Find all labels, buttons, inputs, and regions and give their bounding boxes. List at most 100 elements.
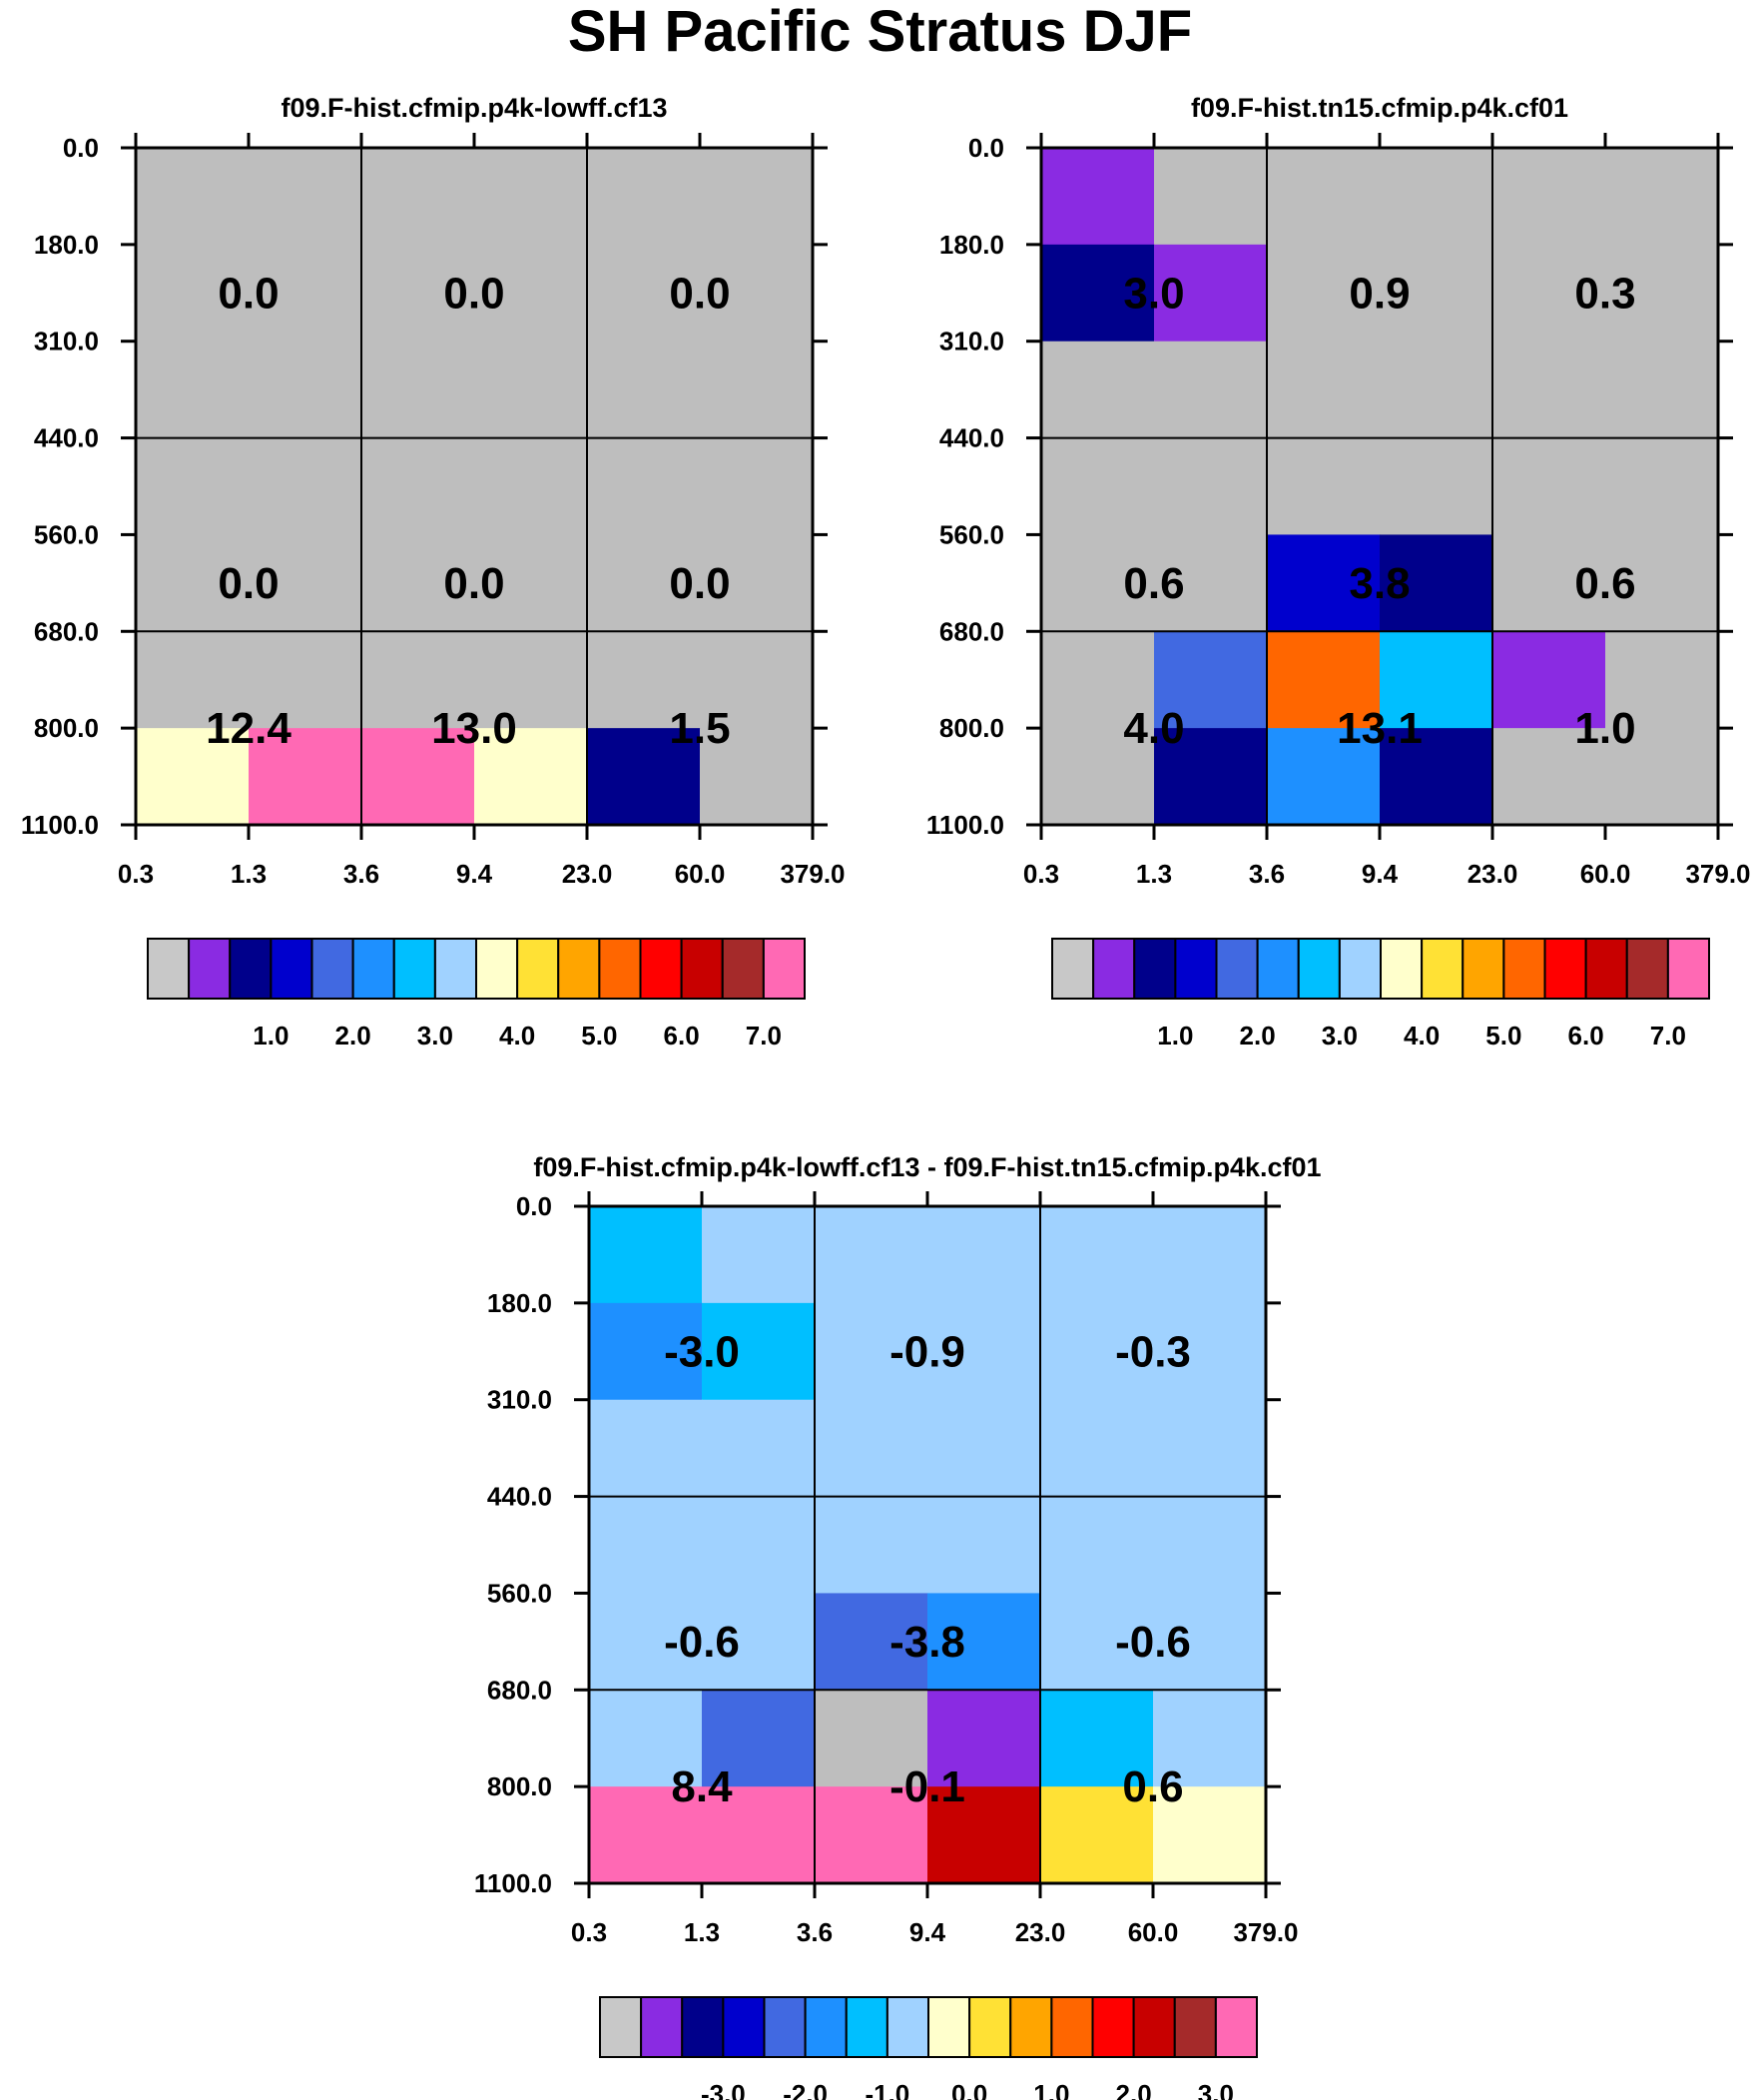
heatmap-cell — [1605, 631, 1719, 729]
colorbar-swatch — [1584, 938, 1628, 1000]
y-tick-label: 180.0 — [34, 230, 99, 260]
colorbar-swatch — [1338, 938, 1382, 1000]
block-value-label: 0.3 — [1574, 269, 1635, 318]
colorbar-swatch — [1092, 938, 1136, 1000]
heatmap-cell — [1605, 244, 1719, 343]
block-value-label: 4.0 — [1123, 704, 1184, 753]
y-tick-label: 0.0 — [968, 133, 1004, 163]
block-value-label: 3.0 — [1123, 269, 1184, 318]
heatmap-cell — [1154, 341, 1268, 439]
heatmap-cell — [702, 1593, 816, 1691]
colorbar-swatch — [1380, 938, 1424, 1000]
colorbar-swatch — [599, 1996, 643, 2058]
colorbar-swatch — [1256, 938, 1300, 1000]
y-tick-label: 180.0 — [939, 230, 1004, 260]
heatmap-cell — [249, 341, 362, 439]
block-value-label: 0.9 — [1349, 269, 1410, 318]
panel-title: f09.F-hist.cfmip.p4k-lowff.cf13 - f09.F-… — [533, 1152, 1321, 1182]
colorbar-swatch — [927, 1996, 971, 2058]
x-tick-label: 23.0 — [1015, 1917, 1066, 1947]
x-tick-label: 9.4 — [1362, 859, 1399, 889]
colorbar-swatch — [639, 938, 683, 1000]
colorbar-swatch — [1214, 1996, 1258, 2058]
colorbar-swatch — [1625, 938, 1669, 1000]
x-tick-label: 3.6 — [1249, 859, 1285, 889]
x-tick-label: 60.0 — [1128, 1917, 1179, 1947]
heatmap-cell — [815, 1496, 928, 1594]
heatmap-cell — [815, 1206, 928, 1304]
heatmap-cell — [249, 534, 362, 632]
heatmap-cell — [1154, 437, 1268, 535]
heatmap-cell — [815, 1690, 928, 1787]
heatmap-cell — [815, 1302, 928, 1401]
colorbar-swatch — [1502, 938, 1546, 1000]
heatmap-cell — [1380, 728, 1493, 826]
y-tick-label: 310.0 — [487, 1385, 552, 1415]
heatmap-cell — [1153, 1690, 1267, 1787]
heatmap-cell — [589, 1593, 703, 1691]
colorbar-label: 4.0 — [1404, 1021, 1440, 1050]
block-value-label: -0.1 — [889, 1762, 965, 1811]
heatmap-cell — [361, 437, 475, 535]
colorbar-label: -3.0 — [701, 2079, 746, 2100]
colorbar-swatch — [1051, 938, 1095, 1000]
heatmap-cell — [589, 1206, 703, 1304]
colorbar-label: 4.0 — [499, 1021, 535, 1050]
heatmap-cell — [1267, 534, 1381, 632]
heatmap-cell — [587, 728, 701, 826]
y-tick-label: 1100.0 — [21, 810, 99, 840]
heatmap-cell — [474, 148, 588, 246]
block-value-label: 1.0 — [1574, 704, 1635, 753]
colorbar-label: 5.0 — [581, 1021, 617, 1050]
heatmap-cell — [1040, 1399, 1154, 1498]
figure-title: SH Pacific Stratus DJF — [567, 0, 1193, 64]
colorbar-swatch — [721, 938, 765, 1000]
heatmap-cell — [815, 1399, 928, 1498]
heatmap-cell — [1492, 631, 1606, 729]
y-tick-label: 680.0 — [487, 1675, 552, 1705]
heatmap-cell — [927, 1690, 1041, 1787]
heatmap-cell — [815, 1786, 928, 1884]
colorbar-label: 3.0 — [1198, 2079, 1234, 2100]
colorbar-swatch — [392, 938, 436, 1000]
heatmap-cell — [249, 631, 362, 729]
colorbar-swatch — [310, 938, 354, 1000]
x-tick-label: 9.4 — [456, 859, 493, 889]
colorbar-swatch — [763, 1996, 807, 2058]
block-value-label: -0.3 — [1115, 1327, 1191, 1376]
heatmap-cell — [1153, 1399, 1267, 1498]
heatmap-cell — [587, 437, 701, 535]
heatmap-cell — [927, 1206, 1041, 1304]
block-value-label: -3.0 — [664, 1327, 740, 1376]
heatmap-cell — [702, 1302, 816, 1401]
x-tick-label: 379.0 — [1233, 1917, 1298, 1947]
x-tick-label: 1.3 — [1136, 859, 1172, 889]
heatmap-cell — [927, 1496, 1041, 1594]
heatmap-cell — [700, 728, 814, 826]
heatmap-cell — [136, 341, 250, 439]
colorbar-swatch — [1050, 1996, 1094, 2058]
heatmap-cell — [589, 1302, 703, 1401]
heatmap-cell — [702, 1786, 816, 1884]
heatmap-cell — [1040, 1593, 1154, 1691]
heatmap-cell — [1153, 1206, 1267, 1304]
colorbar-label: 6.0 — [664, 1021, 700, 1050]
heatmap-cell — [1153, 1496, 1267, 1594]
heatmap-cell — [587, 534, 701, 632]
heatmap-cell — [249, 437, 362, 535]
colorbar-label: 2.0 — [335, 1021, 371, 1050]
colorbar-swatch — [1462, 938, 1505, 1000]
colorbar-swatch — [475, 938, 519, 1000]
block-value-label: 8.4 — [671, 1762, 733, 1811]
heatmap-cell — [1380, 534, 1493, 632]
heatmap-cell — [589, 1786, 703, 1884]
x-tick-label: 1.3 — [684, 1917, 720, 1947]
block-value-label: 12.4 — [206, 704, 292, 753]
heatmap-cell — [1267, 437, 1381, 535]
heatmap-cell — [1041, 631, 1155, 729]
y-tick-label: 310.0 — [34, 327, 99, 356]
heatmap-cell — [1040, 1302, 1154, 1401]
x-tick-label: 60.0 — [675, 859, 726, 889]
x-tick-label: 3.6 — [343, 859, 379, 889]
heatmap-cell — [1605, 728, 1719, 826]
